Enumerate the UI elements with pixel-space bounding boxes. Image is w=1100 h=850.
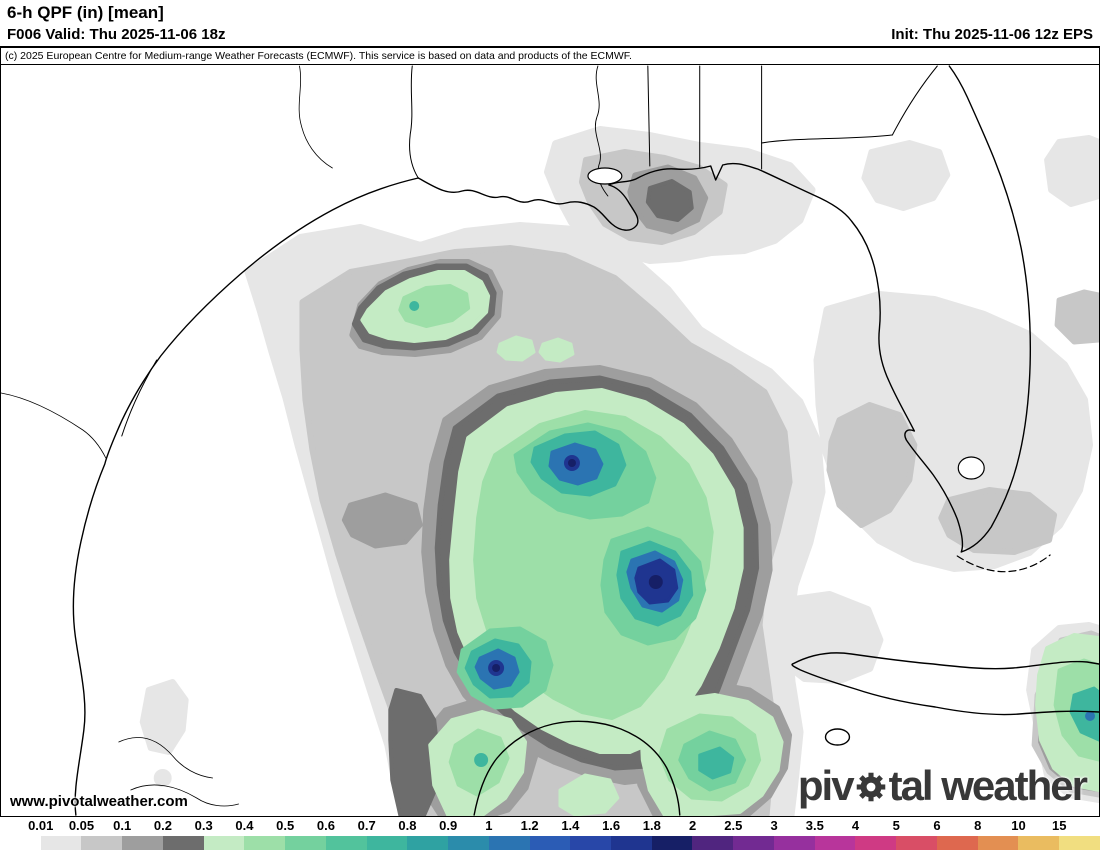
valid-time-label: F006 Valid: Thu 2025-11-06 18z xyxy=(7,26,226,43)
colorbar-label: 15 xyxy=(1052,818,1067,833)
precip-layer xyxy=(139,126,1099,816)
colorbar-label: 5 xyxy=(892,818,900,833)
colorbar-swatch xyxy=(692,836,734,850)
map-frame: (c) 2025 European Centre for Medium-rang… xyxy=(0,48,1100,817)
colorbar-swatch xyxy=(0,836,41,850)
colorbar-label: 2.5 xyxy=(724,818,743,833)
colorbar-label: 1.8 xyxy=(642,818,661,833)
colorbar-label: 1.2 xyxy=(520,818,539,833)
site-url-watermark: www.pivotalweather.com xyxy=(10,793,188,810)
colorbar-swatch xyxy=(611,836,652,850)
colorbar-swatch xyxy=(162,836,204,850)
init-time-label: Init: Thu 2025-11-06 12z EPS xyxy=(891,26,1093,43)
colorbar-swatch xyxy=(285,836,326,850)
colorbar-swatch xyxy=(977,836,1019,850)
colorbar-swatch xyxy=(1059,836,1100,850)
colorbar-swatch xyxy=(325,836,367,850)
colorbar-label: 0.01 xyxy=(28,818,54,833)
colorbar-swatch xyxy=(488,836,530,850)
colorbar-swatch xyxy=(773,836,815,850)
colorbar xyxy=(0,836,1100,850)
colorbar-swatch xyxy=(896,836,937,850)
colorbar-swatch xyxy=(40,836,82,850)
colorbar-label: 0.3 xyxy=(194,818,213,833)
colorbar-swatch xyxy=(733,836,774,850)
colorbar-swatch xyxy=(651,836,693,850)
colorbar-swatch xyxy=(81,836,123,850)
colorbar-label: 10 xyxy=(1011,818,1026,833)
colorbar-swatch xyxy=(814,836,856,850)
gear-icon xyxy=(856,772,885,802)
colorbar-label: 2 xyxy=(688,818,697,833)
colorbar-swatch xyxy=(122,836,163,850)
colorbar-swatch xyxy=(936,836,978,850)
colorbar-label: 0.4 xyxy=(235,818,254,833)
colorbar-swatch xyxy=(855,836,897,850)
colorbar-label: 0.05 xyxy=(68,818,95,833)
colorbar-label: 1.6 xyxy=(602,818,621,833)
header: 6-h QPF (in) [mean] F006 Valid: Thu 2025… xyxy=(0,0,1100,48)
colorbar-label: 4 xyxy=(851,818,860,833)
colorbar-label: 8 xyxy=(974,818,982,833)
weather-map xyxy=(1,65,1099,816)
logo-text-suffix: tal weather xyxy=(888,762,1088,809)
colorbar-label: 0.1 xyxy=(113,818,132,833)
colorbar-label: 0.9 xyxy=(439,818,458,833)
colorbar-label: 1.4 xyxy=(561,818,580,833)
colorbar-label: 0.7 xyxy=(357,818,376,833)
colorbar-label: 0.8 xyxy=(398,818,417,833)
colorbar-swatch xyxy=(244,836,286,850)
colorbar-swatch xyxy=(529,836,571,850)
colorbar-swatch xyxy=(366,836,408,850)
colorbar-labels: 0.01 0.05 0.1 0.2 0.3 0.4 0.5 0.6 0.7 0.8 0.9 1 1.2 1… xyxy=(0,818,1100,835)
colorbar-label: 0.5 xyxy=(276,818,295,833)
logo-text-prefix: piv xyxy=(797,762,855,809)
colorbar-swatch xyxy=(1018,836,1060,850)
colorbar-swatch xyxy=(203,836,245,850)
colorbar-label: 3 xyxy=(770,818,778,833)
logo: piv tal weather xyxy=(797,762,1088,810)
colorbar-swatch xyxy=(407,836,449,850)
copyright-text: (c) 2025 European Centre for Medium-rang… xyxy=(1,48,1099,65)
colorbar-label: 0.6 xyxy=(316,818,335,833)
page-title: 6-h QPF (in) [mean] xyxy=(7,3,164,22)
colorbar-label: 0.2 xyxy=(153,818,172,833)
colorbar-label: 1 xyxy=(485,818,493,833)
colorbar-swatch xyxy=(570,836,612,850)
lakes-layer xyxy=(587,167,985,480)
colorbar-label: 6 xyxy=(933,818,941,833)
coastline-layer xyxy=(1,65,1099,816)
colorbar-swatch xyxy=(448,836,489,850)
colorbar-label: 3.5 xyxy=(805,818,824,833)
